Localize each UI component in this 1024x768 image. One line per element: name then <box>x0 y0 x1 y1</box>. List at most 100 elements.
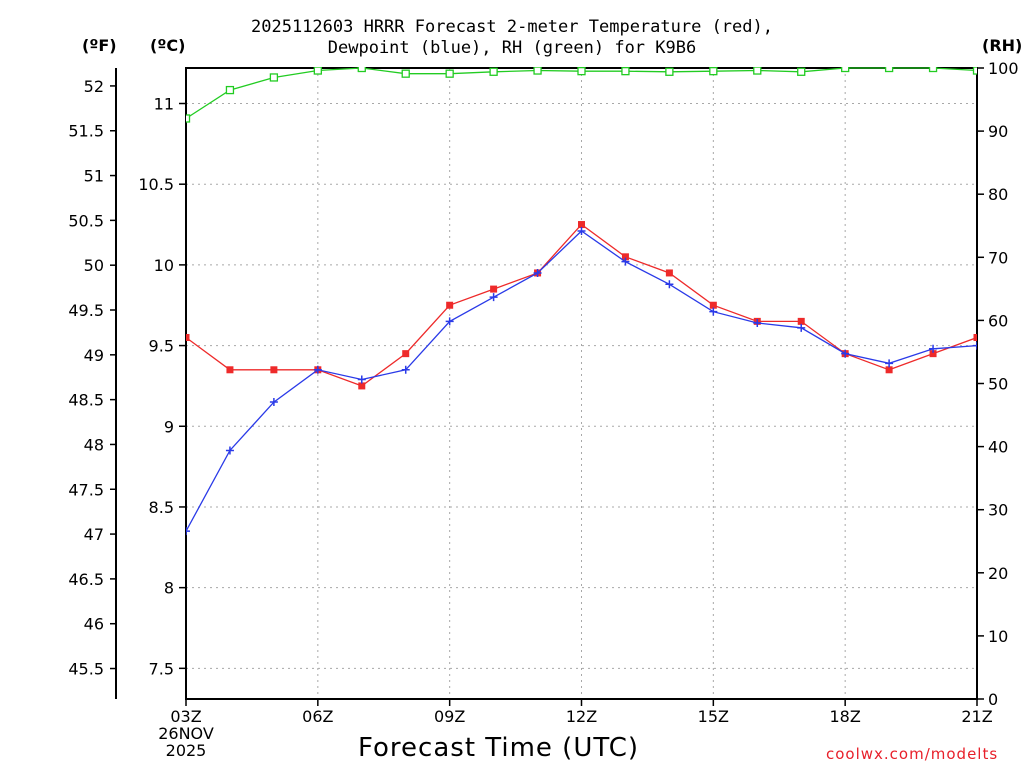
fahrenheit-tick-label: 47.5 <box>68 480 104 499</box>
rh-point <box>269 73 279 82</box>
fahrenheit-tick-label: 47 <box>84 525 104 544</box>
rh-point <box>841 67 850 73</box>
x-tick-label: 21Z <box>961 707 992 726</box>
x-tick-label: 03Z <box>170 707 201 726</box>
dewpoint-point <box>709 307 718 316</box>
fahrenheit-tick-label: 50.5 <box>68 211 104 230</box>
dewpoint-point <box>929 344 938 353</box>
fahrenheit-tick-label: 51.5 <box>68 122 104 141</box>
x-tick-label: 12Z <box>566 707 597 726</box>
chart-title-line-2: Dewpoint (blue), RH (green) for K9B6 <box>327 38 697 58</box>
rh-point <box>357 67 366 73</box>
rh-point <box>401 69 410 78</box>
fahrenheit-tick-label: 48.5 <box>68 391 104 410</box>
2-meter-temperature-point <box>973 334 977 342</box>
rh-point <box>445 69 454 78</box>
dewpoint-point <box>841 349 850 358</box>
dewpoint-point <box>489 293 498 302</box>
dewpoint-point <box>577 226 586 235</box>
rh-point <box>577 67 586 76</box>
rh-unit-label: (RH) <box>982 36 1023 55</box>
fahrenheit-tick-label: 49.5 <box>68 301 104 320</box>
dewpoint-point <box>401 365 410 374</box>
fahrenheit-unit-label: (ºF) <box>82 36 117 55</box>
x-axis-label: Forecast Time (UTC) <box>358 733 640 763</box>
rh-tick-label: 100 <box>988 59 1019 78</box>
2-meter-temperature-point <box>929 350 937 358</box>
rh-tick-label: 80 <box>988 185 1008 204</box>
rh-tick-label: 30 <box>988 501 1008 520</box>
2-meter-temperature-point <box>797 317 805 325</box>
rh-point <box>313 67 322 75</box>
dewpoint-point <box>797 323 806 332</box>
rh-point <box>753 67 762 75</box>
rh-point <box>489 67 498 76</box>
rh-tick-label: 70 <box>988 248 1008 267</box>
2-meter-temperature-point <box>490 285 498 293</box>
2-meter-temperature-point <box>709 301 717 309</box>
rh-point <box>972 67 977 75</box>
x-tick-label: 09Z <box>434 707 465 726</box>
dewpoint-point <box>445 317 454 326</box>
rh-point <box>621 67 630 76</box>
x-tick-label: 18Z <box>830 707 861 726</box>
dewpoint-point <box>225 446 234 455</box>
rh-tick-label: 0 <box>988 690 998 709</box>
rh-tick-label: 60 <box>988 311 1008 330</box>
rh-tick-label: 20 <box>988 564 1008 583</box>
celsius-tick-label: 9.5 <box>149 337 174 356</box>
rh-tick-label: 40 <box>988 438 1008 457</box>
dewpoint-point <box>533 268 542 277</box>
rh-point <box>186 114 191 123</box>
dewpoint-point <box>885 359 894 368</box>
rh-point <box>797 67 806 76</box>
rh-point <box>709 67 718 76</box>
rh-point <box>928 67 938 73</box>
rh-point <box>533 67 542 75</box>
2-meter-temperature-point <box>621 253 629 261</box>
dewpoint-point <box>621 257 630 266</box>
celsius-tick-label: 8.5 <box>149 498 174 517</box>
dewpoint-point <box>973 341 977 350</box>
fahrenheit-tick-label: 46.5 <box>68 570 104 589</box>
dewpoint-point <box>665 280 674 289</box>
chart-title: 2025112603 HRRR Forecast 2-meter Tempera… <box>0 17 1024 59</box>
rh-tick-label: 10 <box>988 627 1008 646</box>
fahrenheit-tick-label: 51 <box>84 167 104 186</box>
2-meter-temperature-point <box>665 269 673 277</box>
credit-text: coolwx.com/modelts <box>826 745 999 763</box>
x-tick-label: 06Z <box>302 707 333 726</box>
2-meter-temperature-point <box>186 334 190 342</box>
fahrenheit-tick-label: 46 <box>84 615 104 634</box>
x-tick-sublabel: 26NOV <box>158 724 214 743</box>
celsius-tick-label: 7.5 <box>149 659 174 678</box>
dewpoint-point <box>357 375 366 384</box>
plot-frame <box>185 67 978 700</box>
2-meter-temperature-point <box>885 366 893 374</box>
celsius-unit-label: (ºC) <box>150 36 186 55</box>
dewpoint-point <box>313 365 322 374</box>
x-tick-label: 15Z <box>698 707 729 726</box>
2-meter-temperature-point <box>446 301 454 309</box>
fahrenheit-tick-label: 50 <box>84 256 104 275</box>
celsius-tick-label: 9 <box>164 417 174 436</box>
fahrenheit-tick-label: 49 <box>84 346 104 365</box>
rh-point <box>884 67 894 73</box>
2-meter-temperature-point <box>270 366 278 374</box>
rh-tick-label: 90 <box>988 122 1008 141</box>
celsius-tick-label: 8 <box>164 579 174 598</box>
2-meter-temperature-point <box>402 350 410 358</box>
dewpoint-point <box>269 398 278 407</box>
chart-title-line-1: 2025112603 HRRR Forecast 2-meter Tempera… <box>251 17 773 37</box>
dewpoint-point <box>753 318 762 327</box>
dewpoint-point <box>186 527 190 536</box>
2-meter-temperature-point <box>578 221 585 229</box>
fahrenheit-tick-label: 48 <box>84 435 104 454</box>
2-meter-temperature-point <box>226 366 234 374</box>
2-meter-temperature-point <box>358 382 366 390</box>
celsius-tick-label: 10 <box>154 256 174 275</box>
rh-tick-label: 50 <box>988 375 1008 394</box>
fahrenheit-tick-label: 45.5 <box>68 660 104 679</box>
rh-point <box>225 85 235 95</box>
